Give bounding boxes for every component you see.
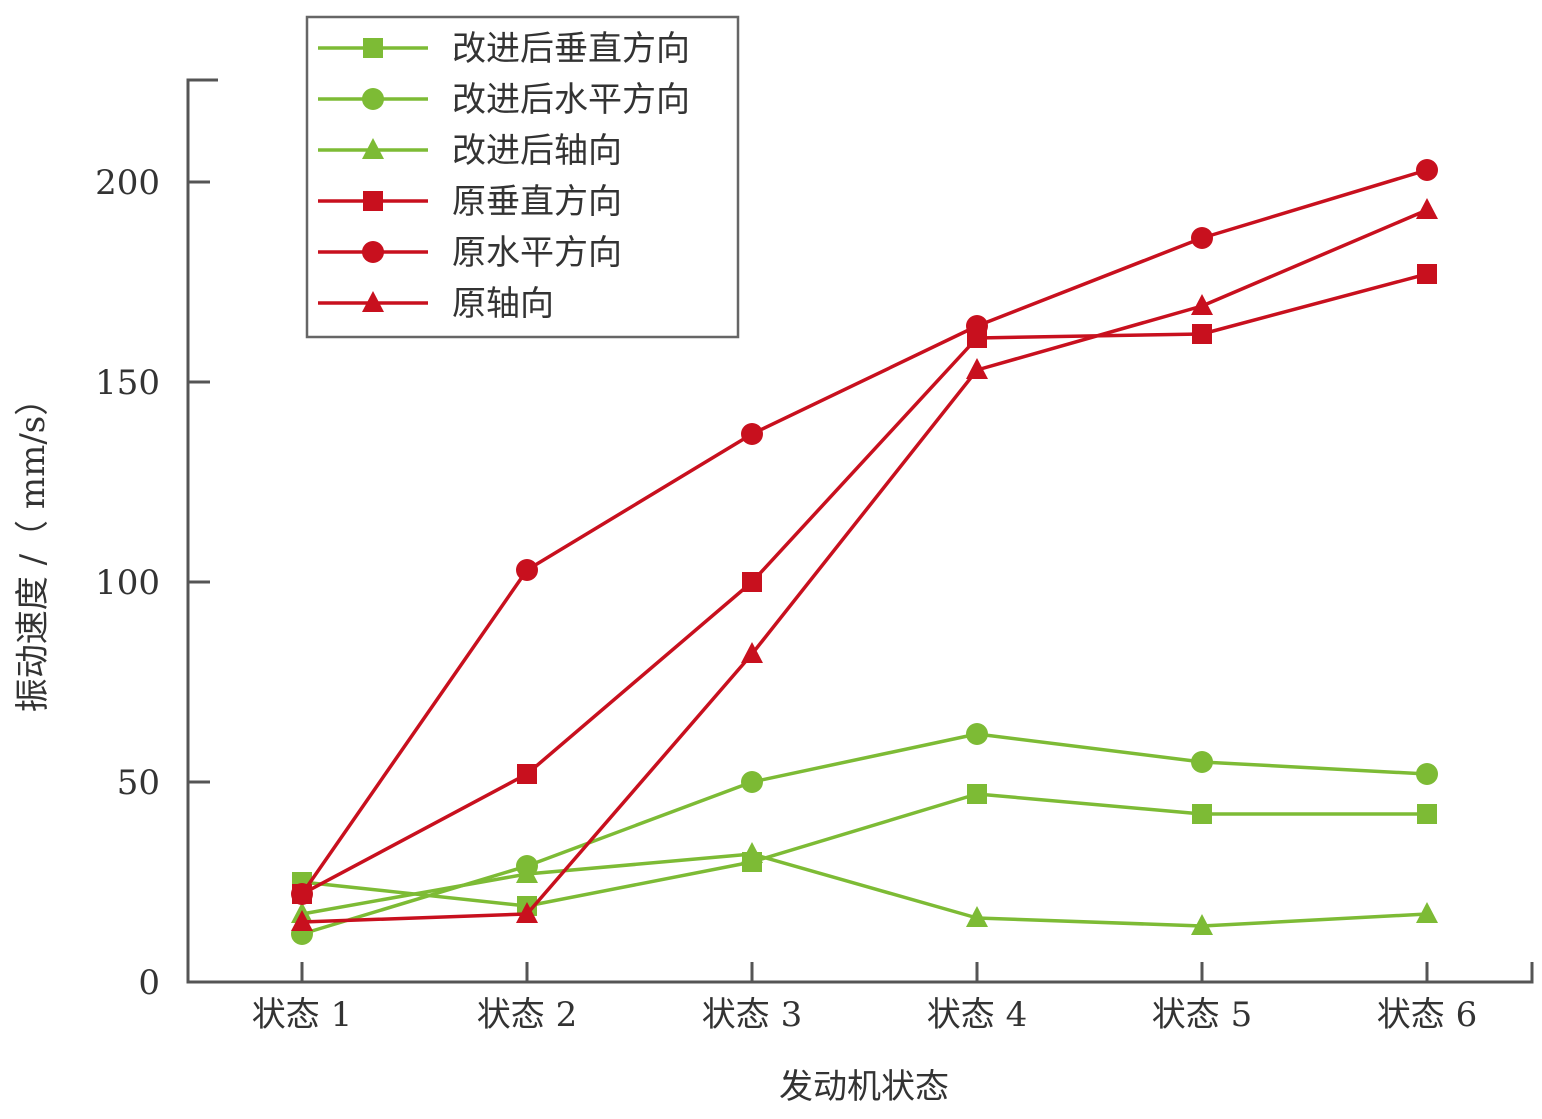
series-line xyxy=(301,852,1428,928)
data-point xyxy=(967,784,987,804)
legend-label: 原轴向 xyxy=(452,284,554,324)
legend-item: 原轴向 xyxy=(318,284,554,324)
series-2 xyxy=(291,723,1438,945)
legend-marker xyxy=(362,241,384,263)
legend-item: 原垂直方向 xyxy=(318,182,622,222)
legend-label: 改进后水平方向 xyxy=(452,80,690,120)
y-tick-label: 0 xyxy=(138,963,160,1003)
x-axis-ticks: 状态 1 状态 2 状态 3 状态 4 状态 5 状态 6 xyxy=(252,962,1477,1035)
y-tick-label: 100 xyxy=(95,563,160,603)
y-tick-label: 200 xyxy=(95,163,160,203)
x-tick-label: 状态 5 xyxy=(1152,995,1252,1035)
legend-marker xyxy=(363,38,383,58)
series-line xyxy=(301,272,1428,896)
y-axis-label: 振动速度 /（ mm/s） xyxy=(13,382,53,712)
data-point xyxy=(966,358,988,379)
y-tick-label: 150 xyxy=(95,363,160,403)
x-axis-label: 发动机状态 xyxy=(779,1067,949,1107)
data-point xyxy=(1191,227,1213,249)
legend-label: 改进后轴向 xyxy=(452,131,622,171)
data-point xyxy=(516,862,538,883)
series-line xyxy=(301,732,1428,936)
data-point xyxy=(517,764,537,784)
legend-marker xyxy=(362,291,384,312)
data-point xyxy=(516,902,538,923)
data-point xyxy=(741,423,763,445)
series-line xyxy=(301,792,1427,908)
data-point xyxy=(1416,763,1438,785)
series-5 xyxy=(291,159,1438,905)
legend-item: 改进后水平方向 xyxy=(318,80,690,120)
legend-label: 原水平方向 xyxy=(452,233,622,273)
data-point xyxy=(966,315,988,337)
data-point xyxy=(741,771,763,793)
x-tick-label: 状态 1 xyxy=(252,995,352,1035)
legend-item: 改进后垂直方向 xyxy=(318,29,690,69)
data-point xyxy=(1417,804,1437,824)
x-tick-label: 状态 2 xyxy=(477,995,577,1035)
x-tick-label: 状态 6 xyxy=(1377,995,1477,1035)
data-point xyxy=(966,906,988,927)
series-group xyxy=(291,159,1438,945)
series-3 xyxy=(291,842,1438,935)
series-1 xyxy=(292,784,1437,916)
y-axis-ticks: 0 50 100 150 200 xyxy=(95,163,210,1003)
data-point xyxy=(1191,914,1213,935)
data-point xyxy=(1417,264,1437,284)
data-point xyxy=(966,723,988,745)
series-4 xyxy=(292,264,1437,904)
x-tick-label: 状态 3 xyxy=(702,995,802,1035)
series-line xyxy=(300,168,1428,895)
series-line xyxy=(301,208,1428,924)
data-point xyxy=(1416,198,1438,219)
y-tick-label: 50 xyxy=(117,763,160,803)
x-tick-label: 状态 4 xyxy=(927,995,1027,1035)
data-point xyxy=(1192,804,1212,824)
data-point xyxy=(1191,294,1213,315)
data-point xyxy=(1416,159,1438,181)
data-point xyxy=(1192,324,1212,344)
data-point xyxy=(1416,902,1438,923)
data-point xyxy=(741,842,763,863)
legend-marker xyxy=(362,88,384,110)
series-6 xyxy=(291,198,1438,931)
legend-item: 原水平方向 xyxy=(318,233,622,273)
data-point xyxy=(742,572,762,592)
legend-marker xyxy=(363,191,383,211)
data-point xyxy=(1191,751,1213,773)
legend-label: 原垂直方向 xyxy=(452,182,622,222)
data-point xyxy=(516,559,538,581)
legend-marker xyxy=(362,138,384,159)
data-point xyxy=(741,642,763,663)
data-point xyxy=(291,883,313,905)
legend-box xyxy=(305,15,740,339)
data-point xyxy=(291,910,313,931)
legend-item: 改进后轴向 xyxy=(318,131,622,171)
legend-label: 改进后垂直方向 xyxy=(452,29,690,69)
